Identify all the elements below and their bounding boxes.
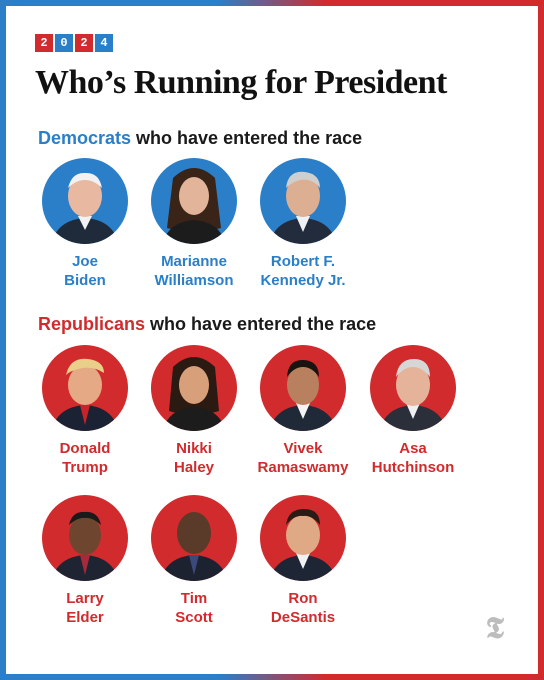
name-line: Donald	[59, 440, 111, 457]
candidate-name: Donald Trump	[25, 439, 145, 477]
candidate-photo	[260, 345, 346, 431]
candidate-name: Ron DeSantis	[243, 589, 363, 627]
name-line: Haley	[173, 459, 215, 476]
candidate-photo	[260, 495, 346, 581]
name-line: Tim	[180, 590, 208, 607]
name-line: Ramaswamy	[257, 459, 349, 476]
name-line: Biden	[64, 272, 106, 289]
name-line: Marianne	[161, 253, 227, 270]
candidate-card-desantis: Ron DeSantis	[243, 495, 363, 627]
candidate-photo	[151, 495, 237, 581]
name-line: Williamson	[154, 272, 234, 289]
candidate-card-scott: Tim Scott	[134, 495, 254, 627]
democrats-party-label: Democrats	[38, 128, 132, 148]
name-line: Larry	[66, 590, 104, 607]
nyt-t-logo-icon: 𝕿	[485, 612, 504, 645]
candidate-name: Larry Elder	[25, 589, 145, 627]
republicans-party-label: Republicans	[38, 314, 146, 334]
name-line: Scott	[175, 609, 213, 626]
year-digit: 2	[35, 34, 53, 52]
name-line: Kennedy Jr.	[260, 272, 346, 289]
democrats-heading-text: who have entered the race	[131, 128, 363, 148]
candidate-name: Asa Hutchinson	[353, 439, 473, 477]
candidate-photo	[260, 158, 346, 244]
candidate-name: Joe Biden	[25, 252, 145, 290]
name-line: Vivek	[283, 440, 323, 457]
name-line: Nikki	[176, 440, 212, 457]
candidate-photo	[151, 345, 237, 431]
name-line: Trump	[62, 459, 108, 476]
candidate-card-ramaswamy: Vivek Ramaswamy	[243, 345, 363, 477]
candidate-card-trump: Donald Trump	[25, 345, 145, 477]
candidate-card-kennedy: Robert F. Kennedy Jr.	[243, 158, 363, 290]
year-digit: 0	[55, 34, 73, 52]
democrats-heading: Democrats who have entered the race	[38, 128, 362, 149]
name-line: Robert F.	[270, 253, 336, 270]
name-line: Joe	[72, 253, 98, 270]
candidate-photo	[370, 345, 456, 431]
year-badge: 2 0 2 4	[35, 34, 113, 52]
candidate-name: Robert F. Kennedy Jr.	[243, 252, 363, 290]
name-line: Elder	[66, 609, 104, 626]
candidate-name: Vivek Ramaswamy	[243, 439, 363, 477]
candidate-photo	[42, 495, 128, 581]
candidate-photo	[151, 158, 237, 244]
year-digit: 4	[95, 34, 113, 52]
candidate-name: Marianne Williamson	[134, 252, 254, 290]
republicans-heading-text: who have entered the race	[145, 314, 377, 334]
candidate-card-elder: Larry Elder	[25, 495, 145, 627]
candidate-card-haley: Nikki Haley	[134, 345, 254, 477]
page-title: Who’s Running for President	[35, 64, 447, 101]
name-line: DeSantis	[270, 609, 336, 626]
year-digit: 2	[75, 34, 93, 52]
candidate-card-biden: Joe Biden	[25, 158, 145, 290]
name-line: Ron	[288, 590, 318, 607]
candidate-name: Nikki Haley	[134, 439, 254, 477]
name-line: Asa	[399, 440, 427, 457]
candidate-name: Tim Scott	[134, 589, 254, 627]
candidate-card-williamson: Marianne Williamson	[134, 158, 254, 290]
candidate-photo	[42, 345, 128, 431]
candidate-photo	[42, 158, 128, 244]
republicans-heading: Republicans who have entered the race	[38, 314, 376, 335]
name-line: Hutchinson	[371, 459, 455, 476]
candidate-card-hutchinson: Asa Hutchinson	[353, 345, 473, 477]
